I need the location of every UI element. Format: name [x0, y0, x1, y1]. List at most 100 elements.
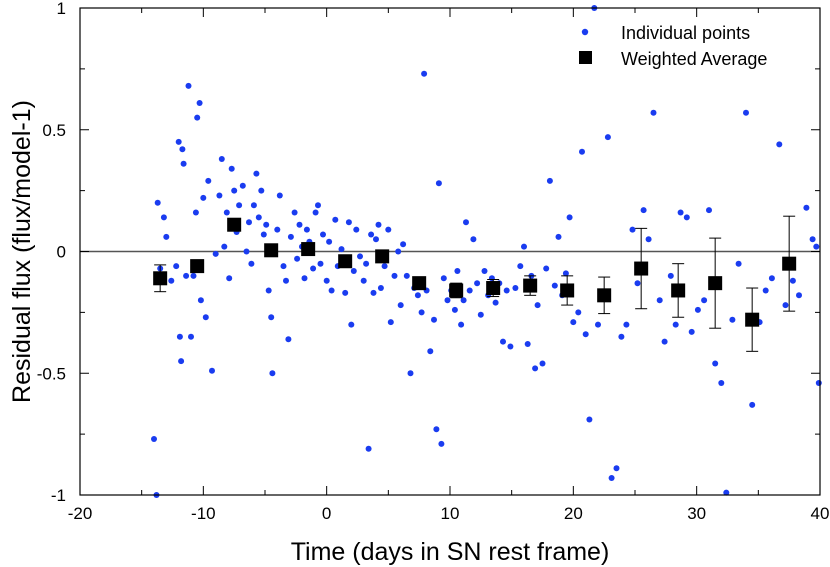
weighted-average-point: [449, 282, 464, 299]
data-point: [470, 236, 477, 243]
x-tick-label: 20: [564, 504, 583, 523]
data-point: [414, 292, 421, 299]
data-point: [370, 289, 377, 296]
data-point: [205, 177, 212, 184]
data-point: [629, 226, 636, 233]
x-tick-label: 0: [322, 504, 331, 523]
data-point: [640, 207, 647, 214]
data-point: [373, 236, 379, 243]
data-point: [407, 370, 414, 377]
data-point: [381, 263, 388, 270]
weighted-average-point: [264, 243, 279, 258]
data-point: [178, 358, 185, 365]
data-point: [512, 285, 519, 291]
y-tick-label: 1: [57, 0, 66, 18]
data-point: [243, 248, 250, 255]
data-point: [188, 333, 194, 340]
data-point: [326, 238, 333, 245]
y-tick-label: 0.5: [42, 121, 66, 140]
data-point: [345, 219, 352, 226]
data-point: [253, 170, 260, 177]
data-point: [582, 331, 589, 338]
weighted-average-point: [190, 259, 205, 274]
data-point: [451, 306, 458, 313]
data-point: [460, 297, 467, 304]
data-point: [650, 109, 657, 116]
data-point: [492, 299, 499, 306]
data-point: [350, 268, 357, 274]
axes: -20 -10 0 10 20 30 40 -1 -0.5 0 0.5 1: [37, 0, 830, 523]
data-point: [391, 272, 398, 279]
data-point: [228, 165, 235, 172]
weighted-average-point: [301, 242, 316, 257]
data-point: [776, 141, 783, 148]
y-axis-title: Residual flux (flux/model-1): [8, 100, 36, 403]
data-point: [218, 156, 225, 162]
data-point: [246, 219, 252, 226]
data-point: [332, 216, 339, 223]
data-point: [375, 221, 382, 228]
data-point: [221, 243, 228, 250]
x-axis-title: Time (days in SN rest frame): [291, 538, 610, 566]
data-point: [701, 297, 708, 304]
data-point: [789, 277, 796, 284]
data-point: [363, 260, 370, 267]
data-point: [283, 277, 289, 284]
data-point: [274, 226, 281, 233]
weighted-average-point: [560, 275, 575, 306]
data-point: [521, 243, 527, 250]
x-tick-label: -10: [191, 504, 216, 523]
data-point: [239, 182, 246, 189]
data-point: [248, 260, 255, 267]
data-point: [365, 445, 372, 452]
data-point: [192, 209, 199, 216]
data-point: [175, 138, 182, 145]
weighted-average-marker: [486, 281, 501, 296]
data-point: [555, 233, 562, 240]
data-point: [570, 319, 577, 326]
data-point: [280, 263, 287, 270]
data-point: [543, 265, 550, 272]
data-point: [310, 265, 317, 272]
data-point: [517, 263, 524, 270]
data-point: [317, 260, 324, 267]
data-point: [645, 236, 652, 243]
weighted-average-point: [412, 276, 427, 291]
data-point: [395, 248, 402, 255]
individual-points-layer: [151, 5, 822, 498]
weighted-average-marker: [782, 256, 797, 271]
data-point: [154, 199, 161, 206]
data-point: [338, 246, 345, 253]
data-point: [608, 475, 615, 481]
data-point: [194, 114, 201, 121]
data-point: [357, 253, 363, 260]
data-point: [723, 489, 730, 496]
data-point: [263, 221, 270, 228]
x-tick-label: 30: [687, 504, 706, 523]
data-point: [634, 280, 641, 287]
data-point: [323, 277, 330, 284]
data-point: [743, 109, 749, 116]
data-point: [385, 226, 392, 233]
weighted-average-marker: [190, 259, 205, 274]
data-point: [212, 250, 219, 257]
weighted-average-point: [634, 227, 649, 310]
weighted-average-marker: [301, 242, 316, 257]
data-point: [433, 426, 440, 433]
data-point: [328, 287, 335, 294]
data-point: [613, 465, 620, 472]
data-point: [312, 209, 319, 216]
data-point: [694, 306, 701, 313]
data-point: [440, 275, 447, 282]
data-point: [477, 311, 484, 318]
weighted-average-marker: [523, 278, 538, 293]
weighted-average-marker: [597, 288, 612, 303]
data-point: [586, 416, 593, 423]
weighted-average-point: [745, 287, 760, 352]
data-point: [196, 100, 203, 106]
data-point: [762, 287, 769, 294]
weighted-average-marker: [264, 243, 279, 258]
data-point: [532, 365, 539, 372]
data-point: [197, 297, 204, 304]
